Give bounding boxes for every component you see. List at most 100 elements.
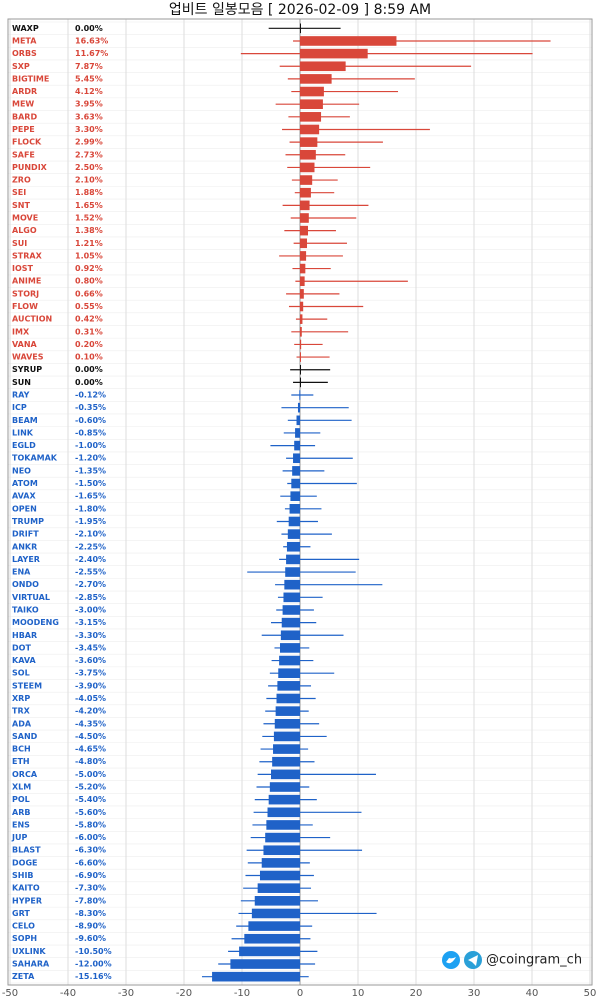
bar — [300, 187, 311, 198]
category-label: VANA — [12, 340, 38, 349]
bar — [278, 668, 300, 679]
category-label: LINK — [12, 428, 34, 437]
category-label: AUCTION — [12, 315, 52, 324]
watermark-text: @coingram_ch — [486, 953, 582, 968]
value-label: -3.60% — [75, 656, 106, 665]
category-label: DRIFT — [12, 530, 39, 539]
category-label: STEEM — [12, 681, 42, 690]
bar — [300, 213, 309, 223]
value-label: -3.45% — [75, 643, 106, 652]
category-label: MOVE — [12, 213, 38, 222]
category-label: ENS — [12, 820, 30, 829]
bar — [284, 579, 300, 590]
category-label: ENA — [12, 568, 31, 577]
x-tick-label: -20 — [176, 988, 192, 999]
bar — [290, 491, 300, 501]
bar — [300, 36, 397, 46]
value-label: -5.00% — [75, 770, 106, 779]
value-label: 0.42% — [75, 315, 103, 324]
x-tick-label: 20 — [410, 988, 423, 999]
bar — [230, 959, 300, 969]
value-label: 2.99% — [75, 138, 103, 147]
category-label: CELO — [12, 922, 35, 931]
value-label: -4.05% — [75, 694, 106, 703]
value-label: -8.30% — [75, 909, 106, 918]
value-label: -4.80% — [75, 757, 106, 766]
value-label: -2.85% — [75, 593, 106, 602]
category-label: GRT — [12, 909, 30, 918]
bar — [296, 415, 300, 426]
watermark: @coingram_ch — [442, 951, 582, 969]
bar — [300, 339, 302, 350]
category-label: DOT — [12, 643, 31, 652]
category-label: SAND — [12, 732, 38, 741]
value-label: 0.00% — [75, 24, 103, 33]
category-label: BCH — [12, 745, 31, 754]
bar — [300, 61, 346, 72]
category-label: UXLINK — [12, 947, 46, 956]
category-label: BLAST — [12, 846, 41, 855]
value-label: -2.10% — [75, 530, 106, 539]
category-label: HBAR — [12, 631, 37, 640]
category-label: ARB — [12, 808, 30, 817]
bar — [300, 200, 310, 211]
category-label: WAVES — [12, 353, 44, 362]
value-label: -1.20% — [75, 454, 106, 463]
value-label: -6.00% — [75, 833, 106, 842]
category-label: WAXP — [12, 24, 39, 33]
bar — [300, 86, 324, 97]
bar — [261, 858, 300, 868]
bar — [276, 693, 300, 704]
value-label: -1.50% — [75, 479, 106, 488]
category-label: ARDR — [12, 87, 37, 96]
value-label: 1.21% — [75, 239, 103, 248]
category-label: SUN — [12, 378, 31, 387]
category-label: ALGO — [12, 226, 37, 235]
value-label: 1.05% — [75, 251, 103, 260]
bar — [266, 820, 300, 830]
bar — [300, 99, 323, 109]
x-tick-label: 30 — [468, 988, 481, 999]
bar — [277, 681, 300, 691]
value-label: -4.20% — [75, 707, 106, 716]
bar — [300, 301, 304, 312]
value-label: 3.95% — [75, 100, 103, 109]
bar — [300, 162, 315, 173]
category-label: STRAX — [12, 251, 43, 260]
bar — [239, 946, 300, 957]
category-label: ONDO — [12, 580, 39, 589]
bar — [248, 921, 300, 931]
value-label: -12.00% — [75, 960, 112, 969]
value-label: -2.55% — [75, 568, 106, 577]
bar — [295, 428, 300, 438]
category-label: KAITO — [12, 884, 40, 893]
value-label: -1.65% — [75, 492, 106, 501]
value-label: -1.35% — [75, 466, 106, 475]
bar — [267, 807, 300, 818]
category-label: SAHARA — [12, 960, 50, 969]
value-label: 0.00% — [75, 365, 103, 374]
x-tick-label: 40 — [526, 988, 539, 999]
category-label: MOODENG — [12, 618, 59, 627]
category-label: DOGE — [12, 858, 37, 867]
category-label: STORJ — [12, 289, 39, 298]
value-label: -8.90% — [75, 922, 106, 931]
category-label: ZETA — [12, 972, 35, 981]
category-label: ADA — [12, 719, 32, 728]
value-label: -10.50% — [75, 947, 112, 956]
value-label: 3.63% — [75, 112, 103, 121]
value-label: 2.50% — [75, 163, 103, 172]
value-label: 3.30% — [75, 125, 103, 134]
value-label: -15.16% — [75, 972, 112, 981]
bar — [254, 896, 300, 906]
value-label: 2.10% — [75, 176, 103, 185]
value-label: 1.88% — [75, 188, 103, 197]
value-label: -6.30% — [75, 846, 106, 855]
value-label: -1.80% — [75, 504, 106, 513]
value-label: 11.67% — [75, 49, 108, 58]
category-label: TAIKO — [12, 605, 39, 614]
category-label: AVAX — [12, 492, 36, 501]
category-label: SXP — [12, 62, 30, 71]
category-label: KAVA — [12, 656, 36, 665]
value-label: 0.00% — [75, 378, 103, 387]
